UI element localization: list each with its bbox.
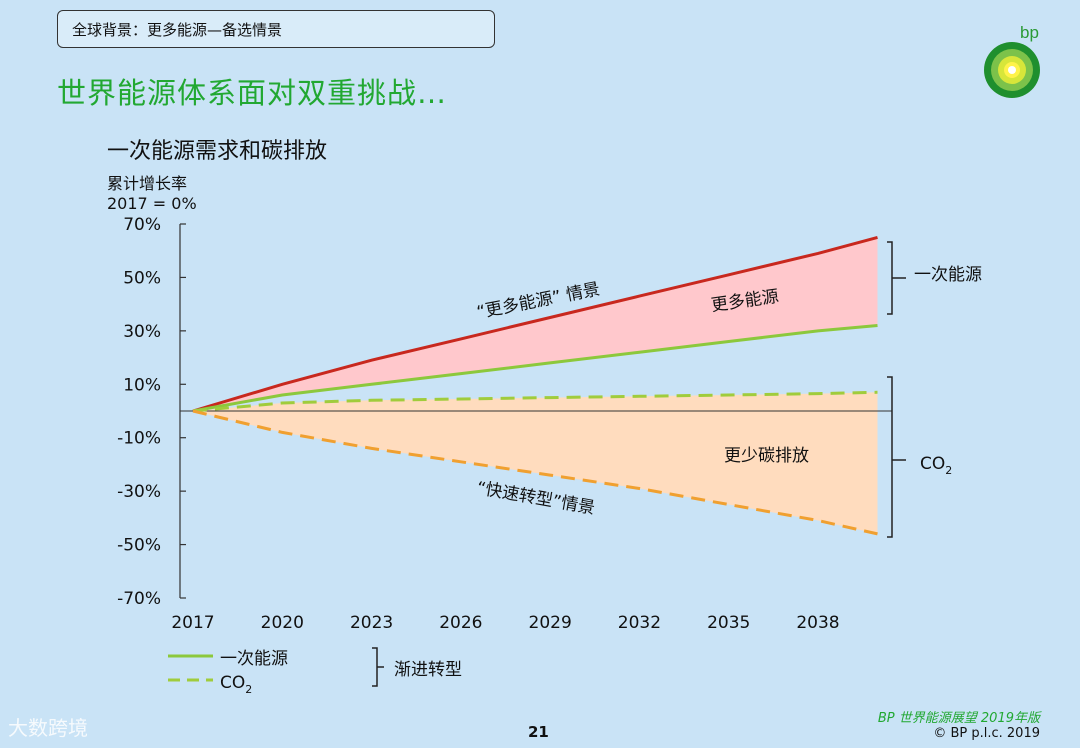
bp-logo: bp (984, 23, 1040, 98)
bracket-primary-energy-label: 一次能源 (914, 265, 982, 285)
x-tick-label: 2032 (618, 613, 661, 633)
y-tick-label: 50% (123, 268, 161, 288)
y-tick-label: 30% (123, 322, 161, 342)
co2-gap-area (193, 392, 878, 534)
y-axis-baseline-note: 2017 = 0% (107, 194, 197, 213)
series-line-co2-evolving (192, 390, 878, 413)
x-tick-label: 2035 (707, 613, 750, 633)
legend-group-label: 渐进转型 (394, 660, 462, 680)
watermark: 大数跨境 (8, 716, 88, 740)
bracket-primary-energy (887, 241, 906, 315)
helios-icon (984, 42, 1040, 98)
chart-title: 一次能源需求和碳排放 (107, 139, 328, 164)
series-line-primary-evolving (192, 324, 878, 413)
bracket-co2-label: CO2 (920, 454, 952, 477)
y-tick-label: -30% (117, 482, 161, 502)
legend-group-bracket (372, 647, 384, 687)
x-tick-label: 2023 (350, 613, 393, 633)
series-line-co2-rapid (192, 409, 878, 536)
y-tick-label: 70% (123, 215, 161, 235)
y-tick-label: 10% (123, 375, 161, 395)
x-tick-label: 2020 (261, 613, 304, 633)
y-tick-label: -70% (117, 589, 161, 609)
annotation-rapid-transition-scenario: “快速转型”情景 (475, 478, 596, 518)
legend-label-co2: CO2 (220, 673, 252, 696)
annotation-less-carbon-area: 更少碳排放 (724, 446, 809, 466)
page-title: 世界能源体系面对双重挑战… (57, 76, 448, 110)
legend-label-primary-energy: 一次能源 (220, 649, 288, 669)
y-axis-label: 累计增长率 (107, 174, 188, 193)
series-line-primary-more-energy (192, 235, 878, 413)
x-tick-label: 2029 (529, 613, 572, 633)
bp-logo-text: bp (1020, 23, 1039, 42)
x-tick-label: 2038 (796, 613, 839, 633)
y-tick-label: -10% (117, 429, 161, 449)
breadcrumb: 全球背景：更多能源—备选情景 (57, 10, 495, 48)
page-number: 21 (528, 723, 549, 741)
x-tick-label: 2026 (439, 613, 482, 633)
x-tick-label: 2017 (171, 613, 214, 633)
breadcrumb-text: 全球背景：更多能源—备选情景 (72, 20, 283, 39)
y-tick-label: -50% (117, 536, 161, 556)
bracket-co2 (887, 376, 906, 538)
footer-brand: BP 世界能源展望 2019年版 (877, 711, 1040, 726)
footer-copyright: © BP p.l.c. 2019 (933, 726, 1040, 741)
